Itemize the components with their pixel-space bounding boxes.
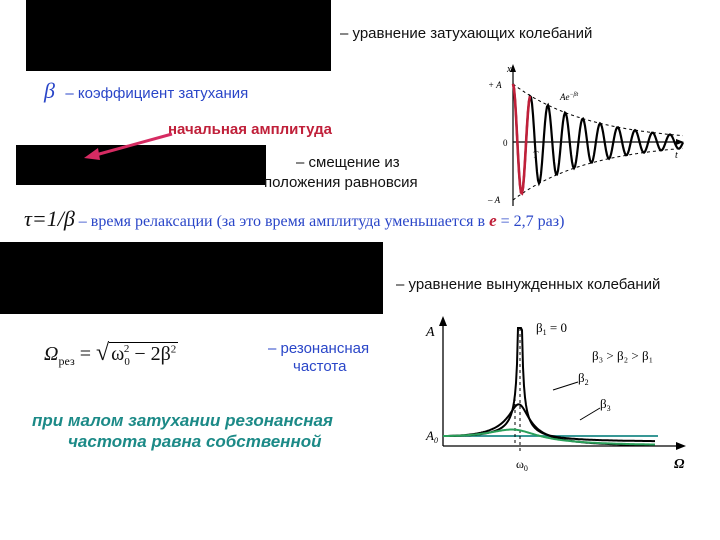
displacement-equation-block — [16, 145, 266, 185]
arrow-icon — [84, 132, 173, 160]
note-line2: частота равна собственной — [68, 432, 322, 451]
axis-a-label: A — [425, 325, 435, 340]
damped-equation-block — [26, 0, 331, 71]
relaxation-e: e — [489, 211, 497, 230]
relaxation-caption-post: = 2,7 раз) — [496, 213, 565, 230]
resonance-caption-line2: частота — [293, 358, 347, 375]
resonance-graph: A A0 ω0 Ω β1 = 0 β₃ > β₂ > β₁ β2 β3 — [425, 316, 686, 473]
relaxation-caption-pre: – время релаксации (за это время амплиту… — [74, 213, 490, 230]
a0-label: A0 — [425, 428, 438, 445]
oscillation-first-period — [511, 83, 532, 196]
omega-symbol: Ω — [44, 343, 59, 365]
sqrt-icon: √ — [95, 340, 110, 366]
displacement-caption-line1: – смещение из — [296, 154, 400, 171]
beta-definition: β – коэффициент затухания — [44, 78, 248, 104]
minus-two-beta: − 2β — [129, 343, 171, 365]
formula-eq: = — [79, 343, 91, 365]
axis-omega-label: Ω — [674, 457, 685, 472]
axis-t-label: t — [675, 150, 678, 161]
envelope-top — [512, 83, 683, 137]
plus-a-label: + A — [488, 80, 502, 90]
period-label: T — [533, 150, 539, 160]
beta3-label: β3 — [600, 396, 611, 413]
curve-beta2 — [443, 403, 655, 447]
resonance-caption-line1: – резонансная — [268, 340, 370, 357]
omega0-symbol: ω — [111, 343, 125, 365]
oscillation-curve — [511, 83, 685, 196]
relaxation-line: τ=1/β – время релаксации (за это время а… — [24, 206, 564, 232]
displacement-caption-line2: положения равновсия — [264, 174, 418, 191]
beta2-label: β2 — [578, 370, 589, 387]
beta-sup: 2 — [170, 343, 177, 356]
envelope-bottom — [512, 147, 683, 201]
initial-amplitude-label: начальная амплитуда — [168, 121, 332, 138]
beta-caption: – коэффициент затухания — [65, 85, 249, 102]
curve-beta3 — [443, 428, 655, 446]
forced-equation-caption: – уравнение вынужденных колебаний — [396, 276, 661, 293]
omega0-label: ω0 — [516, 457, 528, 473]
omega0-sup: 2 — [123, 343, 130, 356]
beta-symbol: β — [44, 78, 55, 103]
sqrt-content: ω02 − 2β2 — [109, 342, 179, 368]
resonance-frequency-formula: Ωрез = √ ω02 − 2β2 — [44, 340, 179, 369]
envelope-label: Ae−βt — [559, 92, 579, 102]
zero-label: 0 — [503, 138, 508, 148]
minus-a-label: – A — [487, 195, 501, 205]
damped-equation-caption: – уравнение затухающих колебаний — [340, 25, 593, 42]
curve-beta1 — [443, 327, 655, 443]
omega0-sub: 0 — [124, 356, 130, 368]
axis-x-label: x — [506, 64, 512, 75]
damped-oscillation-graph: x + A 0 – A t Ae−βt T — [487, 64, 685, 206]
beta1-label: β1 = 0 — [536, 320, 567, 337]
note-line1: при малом затухании резонансная — [32, 411, 333, 430]
tau-formula: τ=1/β — [24, 206, 75, 231]
beta-relation-label: β₃ > β₂ > β₁ — [592, 348, 653, 363]
omega-subscript: рез — [58, 354, 75, 368]
forced-equation-block — [0, 242, 383, 314]
